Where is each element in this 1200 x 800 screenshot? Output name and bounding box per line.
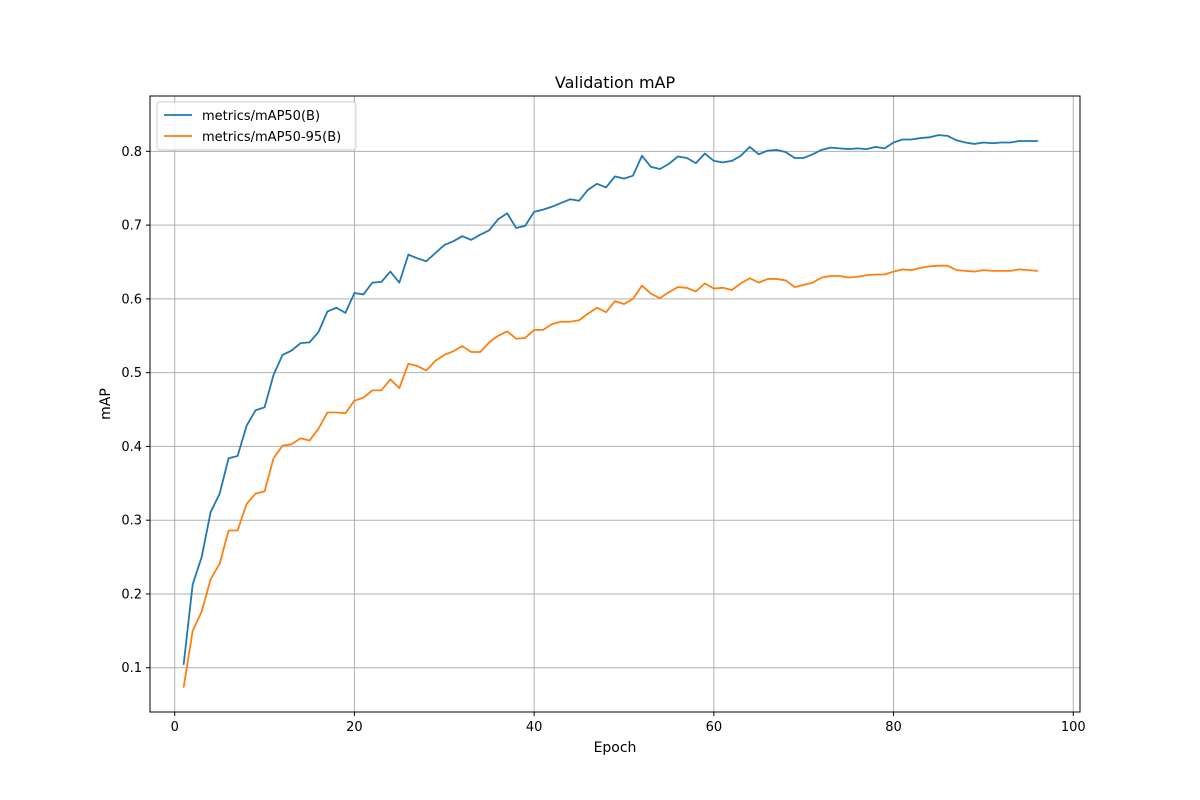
- x-tick-label: 100: [1061, 720, 1086, 735]
- x-axis-label: Epoch: [594, 740, 637, 756]
- legend-box: [156, 101, 357, 151]
- y-tick-label: 0.3: [121, 514, 142, 529]
- series-line-map50: [182, 134, 1039, 665]
- axis-ticks: 0 20 40 60 80 100 0.1 0.2 0.3 0.4 0.5 0.6 0.7 0.8: [121, 145, 1085, 735]
- legend-label-map50-95: metrics/mAP50-95(B): [202, 130, 341, 145]
- legend: metrics/mAP50(B) metrics/mAP50-95(B): [156, 101, 357, 151]
- y-tick-label: 0.2: [121, 587, 142, 602]
- y-tick-label: 0.5: [121, 366, 142, 381]
- x-tick-label: 40: [526, 720, 543, 735]
- plot-frame: [149, 95, 1081, 713]
- chart-title: Validation mAP: [555, 73, 676, 92]
- x-tick-label: 80: [885, 720, 902, 735]
- y-axis-label: mAP: [98, 388, 114, 420]
- x-tick-label: 60: [706, 720, 723, 735]
- series-line-map50-95: [182, 264, 1039, 688]
- legend-label-map50: metrics/mAP50(B): [202, 109, 320, 124]
- y-tick-label: 0.7: [121, 219, 142, 234]
- grid: [150, 96, 1080, 712]
- y-tick-label: 0.4: [121, 440, 142, 455]
- y-tick-label: 0.1: [121, 661, 142, 676]
- y-tick-label: 0.8: [121, 145, 142, 160]
- y-tick-label: 0.6: [121, 292, 142, 307]
- series-lines: [182, 134, 1039, 688]
- x-tick-label: 0: [171, 720, 179, 735]
- x-tick-label: 20: [346, 720, 363, 735]
